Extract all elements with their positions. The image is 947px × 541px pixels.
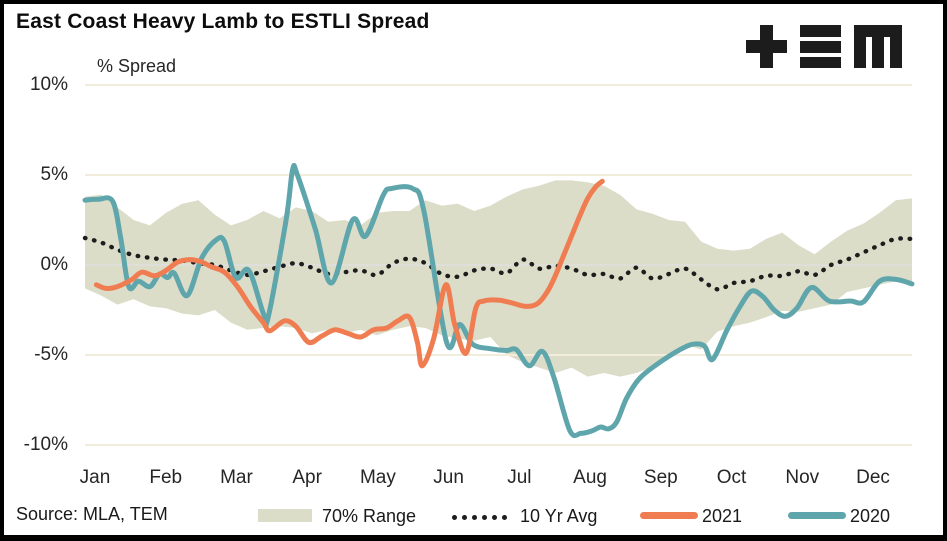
legend-swatch-2020 <box>788 512 846 519</box>
x-tick-sep: Sep <box>643 467 678 488</box>
legend-label-70-range: 70% Range <box>322 506 417 526</box>
legend-swatch-70-range <box>258 509 312 522</box>
plus-icon <box>746 25 787 68</box>
legend-label-10-yr-avg: 10 Yr Avg <box>520 506 598 526</box>
y-axis-title: % Spread <box>97 56 177 76</box>
legend-label-2021: 2021 <box>702 506 743 526</box>
x-tick-mar: Mar <box>220 467 253 488</box>
y-tick-0%: 0% <box>40 254 68 275</box>
x-tick-jun: Jun <box>433 467 464 488</box>
y-tick--10%: -10% <box>23 434 68 455</box>
x-tick-feb: Feb <box>149 467 183 488</box>
x-tick-oct: Oct <box>716 467 747 488</box>
x-tick-jan: Jan <box>79 467 111 488</box>
equals-bars-icon <box>800 25 841 68</box>
spread-chart <box>82 84 915 446</box>
y-tick-5%: 5% <box>40 164 68 185</box>
m-glyph-icon <box>854 25 902 68</box>
x-tick-nov: Nov <box>785 467 820 488</box>
x-tick-may: May <box>359 467 396 488</box>
legend-label-2020: 2020 <box>850 506 891 526</box>
tem-logo <box>746 24 904 70</box>
legend-swatch-10yr-avg <box>452 515 507 520</box>
legend-swatch-2021 <box>640 512 698 519</box>
x-tick-jul: Jul <box>507 467 532 488</box>
x-tick-apr: Apr <box>292 467 322 488</box>
x-tick-aug: Aug <box>573 467 607 488</box>
y-tick-10%: 10% <box>29 74 68 95</box>
source-note: Source: MLA, TEM <box>16 504 168 524</box>
x-tick-dec: Dec <box>856 467 890 488</box>
page-title: East Coast Heavy Lamb to ESTLI Spread <box>16 10 430 33</box>
y-tick--5%: -5% <box>34 344 68 365</box>
